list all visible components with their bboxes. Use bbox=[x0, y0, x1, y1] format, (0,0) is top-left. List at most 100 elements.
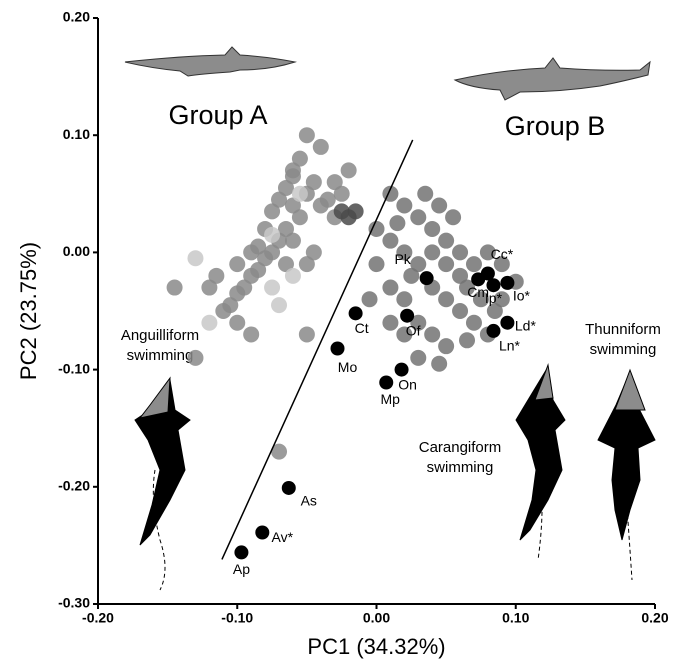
point-label: Ap bbox=[233, 561, 250, 577]
point-label: Ct bbox=[355, 320, 369, 336]
point bbox=[382, 314, 399, 331]
y-tick-label: -0.10 bbox=[58, 360, 90, 376]
point bbox=[305, 174, 322, 191]
point bbox=[298, 326, 315, 343]
point bbox=[465, 314, 482, 331]
point bbox=[284, 168, 301, 185]
labeled-point bbox=[234, 545, 249, 560]
point bbox=[452, 244, 469, 261]
point bbox=[493, 256, 510, 273]
point bbox=[243, 326, 260, 343]
point bbox=[493, 291, 510, 308]
point bbox=[229, 256, 246, 273]
labeled-point bbox=[330, 341, 345, 356]
labeled-point bbox=[500, 275, 515, 290]
point bbox=[438, 256, 455, 273]
point bbox=[396, 291, 413, 308]
point bbox=[284, 267, 301, 284]
labeled-point bbox=[486, 323, 501, 338]
point-label: Mo bbox=[338, 359, 358, 375]
point-label: Ip* bbox=[485, 290, 503, 306]
point bbox=[410, 256, 427, 273]
point bbox=[333, 185, 350, 202]
point bbox=[410, 209, 427, 226]
point bbox=[326, 174, 343, 191]
point-label: Io* bbox=[513, 288, 531, 304]
point bbox=[396, 197, 413, 214]
annotation: Carangiform bbox=[419, 439, 502, 456]
shark-icons bbox=[124, 46, 651, 101]
point bbox=[215, 303, 232, 319]
point bbox=[187, 250, 204, 267]
point bbox=[264, 279, 281, 296]
y-tick-label: -0.20 bbox=[58, 478, 90, 494]
point-label: Av* bbox=[272, 529, 294, 545]
point bbox=[389, 215, 406, 232]
y-tick-label: -0.30 bbox=[58, 595, 90, 611]
labeled-point bbox=[480, 266, 495, 281]
point bbox=[438, 338, 455, 355]
point bbox=[277, 256, 294, 273]
point-label: Cc* bbox=[491, 246, 514, 262]
y-tick-label: 0.10 bbox=[63, 126, 90, 142]
point bbox=[438, 232, 455, 249]
divider-line bbox=[221, 139, 414, 560]
point bbox=[271, 443, 288, 460]
point bbox=[312, 138, 329, 155]
point bbox=[291, 185, 308, 202]
labeled-point bbox=[379, 375, 394, 390]
y-axis-label: PC2 (23.75%) bbox=[16, 242, 41, 380]
point-label: Of bbox=[406, 322, 421, 338]
point bbox=[424, 326, 441, 343]
annotation: Thunniform bbox=[585, 321, 661, 338]
point bbox=[291, 150, 308, 167]
labeled-point bbox=[486, 278, 501, 293]
point bbox=[459, 332, 476, 349]
point bbox=[319, 191, 336, 208]
x-tick-label: 0.20 bbox=[641, 610, 668, 626]
annotation: swimming bbox=[427, 459, 494, 476]
point bbox=[396, 244, 413, 261]
point bbox=[229, 314, 246, 331]
point bbox=[410, 314, 427, 331]
point bbox=[187, 349, 204, 366]
point bbox=[243, 244, 260, 261]
x-tick-label: 0.10 bbox=[502, 610, 529, 626]
annotation: Anguilliform bbox=[121, 327, 199, 344]
point bbox=[201, 279, 218, 296]
swimming-icons bbox=[134, 363, 656, 591]
point bbox=[382, 279, 399, 296]
point bbox=[361, 291, 378, 308]
point bbox=[452, 303, 469, 319]
labeled-point bbox=[400, 308, 415, 323]
point bbox=[438, 291, 455, 308]
point bbox=[431, 197, 448, 214]
point bbox=[368, 220, 385, 237]
point-label: On bbox=[398, 376, 417, 392]
x-tick-label: 0.00 bbox=[363, 610, 390, 626]
point-label: Ld* bbox=[515, 317, 537, 333]
labeled-point bbox=[394, 362, 409, 377]
point-label: Pk bbox=[394, 251, 411, 267]
point bbox=[459, 279, 476, 296]
point bbox=[403, 267, 420, 284]
point bbox=[264, 226, 281, 243]
point bbox=[340, 162, 357, 179]
point-label: Ln* bbox=[499, 338, 521, 354]
point bbox=[298, 256, 315, 273]
point bbox=[424, 244, 441, 261]
point bbox=[229, 285, 246, 302]
point bbox=[340, 209, 357, 226]
labeled-point bbox=[419, 271, 434, 286]
point bbox=[305, 244, 322, 261]
point bbox=[208, 267, 225, 284]
point bbox=[368, 256, 385, 273]
point bbox=[291, 209, 308, 226]
point bbox=[284, 197, 301, 214]
labeled-point bbox=[255, 525, 270, 540]
point bbox=[417, 185, 434, 202]
point bbox=[465, 256, 482, 273]
point bbox=[201, 314, 218, 331]
